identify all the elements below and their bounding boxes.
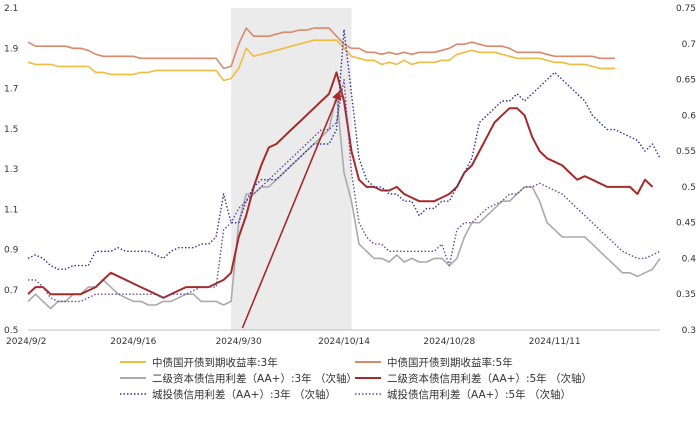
y-right-tick-label: 0.45 <box>676 219 696 229</box>
y-left-tick-label: 0.7 <box>4 286 18 296</box>
y-left-tick-label: 0.9 <box>4 246 19 256</box>
y-axis-left: 0.5 0.7 0.9 1.1 1.3 1.5 1.7 1.9 2.1 <box>4 4 19 336</box>
legend-label: 二级资本债信用利差（AA+）:5年 （次轴） <box>387 372 592 385</box>
y-right-tick-label: 0.6 <box>682 111 697 121</box>
legend-label: 二级资本债信用利差（AA+）:3年 （次轴） <box>152 372 357 385</box>
y-right-tick-label: 0.65 <box>676 76 696 86</box>
x-tick-label: 2024/10/14 <box>318 337 370 347</box>
y-left-tick-label: 1.5 <box>4 125 18 135</box>
x-tick-label: 2024/9/16 <box>110 337 156 347</box>
series-line-6 <box>28 78 661 303</box>
y-left-tick-label: 1.9 <box>4 44 19 54</box>
y-right-tick-label: 0.35 <box>676 290 696 300</box>
trend-arrow <box>241 89 342 329</box>
legend-label: 中债国开债到期收益率:5年 <box>387 356 513 369</box>
y-left-tick-label: 1.1 <box>4 205 18 215</box>
x-axis: 2024/9/2 2024/9/16 2024/9/30 2024/10/14 2024… <box>6 337 581 347</box>
y-right-tick-label: 0.5 <box>682 183 696 193</box>
series-line-2 <box>27 27 615 70</box>
y-right-tick-label: 0.3 <box>682 326 696 336</box>
y-left-tick-label: 2.1 <box>4 4 18 14</box>
legend-label: 中债国开债到期收益率:3年 <box>152 356 278 369</box>
series-line-1 <box>27 39 615 82</box>
series-line-3 <box>27 93 661 310</box>
x-tick-label: 2024/9/2 <box>6 337 46 347</box>
y-right-tick-label: 0.55 <box>676 147 696 157</box>
legend-label: 城投债信用利差（AA+）:3年 （次轴） <box>152 388 336 401</box>
y-left-tick-label: 0.5 <box>4 326 18 336</box>
x-tick-label: 2024/9/30 <box>216 337 262 347</box>
series-line-4 <box>27 71 654 299</box>
y-axis-right: 0.3 0.35 0.4 0.45 0.5 0.55 0.6 0.65 0.7 0.75 <box>676 4 696 336</box>
legend-label: 城投债信用利差（AA+）:5年 （次轴） <box>387 388 571 401</box>
y-right-tick-label: 0.4 <box>682 254 697 264</box>
highlight-band <box>231 8 352 330</box>
series-layer <box>27 27 661 310</box>
y-left-tick-label: 1.7 <box>4 85 18 95</box>
y-right-tick-label: 0.7 <box>682 40 696 50</box>
x-tick-label: 2024/11/11 <box>529 337 581 347</box>
y-left-tick-label: 1.3 <box>4 165 18 175</box>
y-right-tick-label: 0.75 <box>676 4 696 14</box>
x-tick-label: 2024/10/28 <box>423 337 475 347</box>
legend: 中债国开债到期收益率:3年 中债国开债到期收益率:5年二级资本债信用利差（AA+）… <box>120 356 592 401</box>
